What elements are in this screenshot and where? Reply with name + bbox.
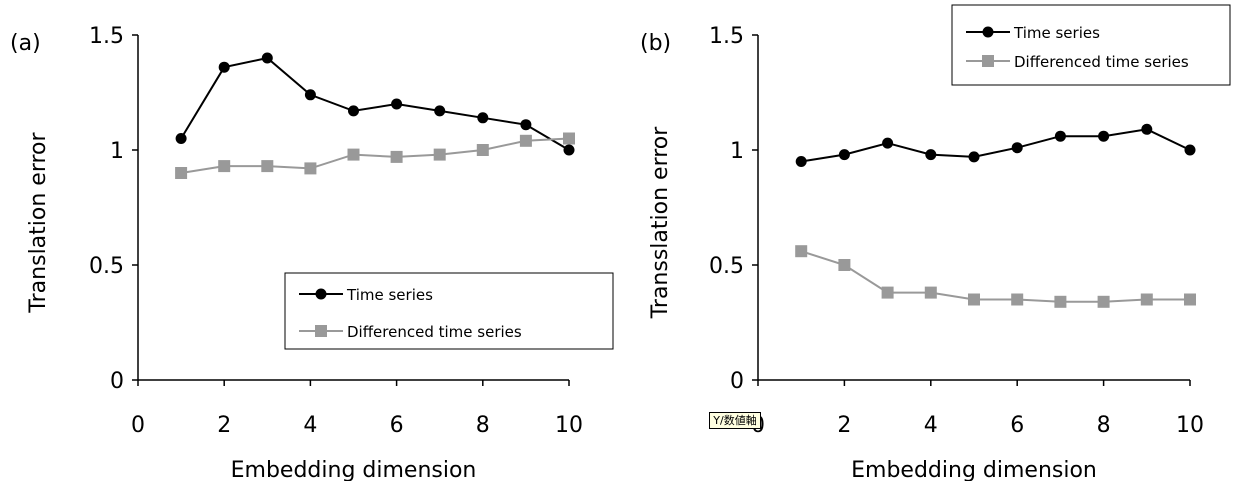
data-point	[1011, 142, 1023, 154]
legend-swatch-marker	[982, 26, 994, 38]
data-point	[175, 167, 188, 179]
data-point	[1054, 295, 1067, 308]
y-tick-label: 0	[110, 369, 124, 394]
legend-box	[951, 4, 1231, 86]
data-point	[1011, 293, 1024, 306]
x-tick-label: 8	[1097, 413, 1111, 438]
y-tick-label: 1	[730, 139, 744, 164]
data-point	[304, 162, 317, 175]
data-point	[476, 144, 489, 156]
data-point	[391, 98, 403, 110]
x-tick-label: 4	[303, 413, 317, 438]
series-line	[180, 137, 570, 174]
data-point	[563, 132, 575, 145]
x-tick-label: 2	[217, 413, 231, 438]
data-point	[968, 151, 980, 163]
data-point	[795, 156, 807, 167]
legend-box	[284, 272, 614, 350]
data-point	[304, 89, 316, 101]
data-point	[477, 112, 489, 124]
y-axis-title: Transslation error	[648, 126, 673, 320]
data-point	[218, 61, 230, 73]
data-point	[1184, 144, 1196, 156]
legend-label: Time series	[1013, 24, 1100, 42]
data-point	[433, 148, 446, 161]
data-point	[1097, 295, 1110, 308]
x-tick-label: 4	[924, 413, 938, 438]
data-point	[1184, 293, 1196, 306]
data-point	[795, 245, 808, 258]
data-point	[347, 148, 360, 161]
legend-swatch-marker	[982, 55, 994, 67]
panel-label: (b)	[640, 31, 671, 56]
data-point	[218, 160, 231, 173]
data-point	[1140, 293, 1153, 306]
legend-swatch-marker	[315, 325, 327, 337]
x-tick-label: 8	[476, 413, 490, 438]
y-tick-label: 1.5	[89, 24, 124, 49]
y-tick-label: 1	[110, 139, 124, 164]
data-point	[924, 286, 937, 299]
legend: Time series Differenced time series	[951, 4, 1231, 86]
data-point	[434, 105, 446, 117]
panel-label: (a)	[10, 31, 41, 56]
data-point	[925, 149, 937, 161]
data-point	[390, 150, 403, 163]
x-axis-title: Embedding dimension	[851, 458, 1097, 481]
x-tick-label: 10	[1176, 413, 1204, 438]
y-tick-label: 0.5	[89, 254, 124, 279]
legend-label: Differenced time series	[1014, 53, 1189, 71]
x-tick-label: 2	[837, 413, 851, 438]
data-point	[519, 134, 532, 147]
x-tick-label: 6	[1010, 413, 1024, 438]
x-tick-label: 0	[131, 413, 145, 438]
data-point	[520, 119, 532, 131]
series-line	[180, 56, 570, 151]
y-axis-title: Translation error	[26, 131, 51, 313]
legend: Time series Differenced time series	[284, 272, 614, 350]
data-point	[881, 286, 894, 299]
chart-panel-a: (a) 0 0.5 1 1.5 0 2 4 6 8 10 Embedding dimension Tra…	[10, 24, 614, 481]
data-point	[838, 149, 850, 161]
data-point	[348, 105, 359, 117]
series-line	[800, 250, 1190, 303]
y-tick-label: 0.5	[709, 254, 744, 279]
series-line	[801, 128, 1191, 163]
x-tick-label: 6	[390, 413, 404, 438]
data-point	[563, 144, 575, 156]
legend-label: Time series	[346, 286, 433, 304]
data-point	[1098, 130, 1110, 142]
data-point	[838, 259, 851, 271]
axis-tooltip: Y/数値軸	[709, 412, 761, 429]
x-tick-label: 10	[555, 413, 583, 438]
legend-swatch-marker	[315, 288, 327, 300]
data-point	[175, 133, 187, 144]
data-point	[882, 137, 894, 149]
legend-label: Differenced time series	[347, 323, 522, 341]
data-point	[261, 52, 273, 64]
data-point	[1141, 123, 1153, 135]
y-tick-label: 0	[730, 369, 744, 394]
data-point	[968, 293, 980, 306]
data-point	[1054, 130, 1066, 142]
x-axis-title: Embedding dimension	[231, 458, 477, 481]
y-tick-label: 1.5	[709, 24, 744, 49]
data-point	[261, 160, 274, 173]
